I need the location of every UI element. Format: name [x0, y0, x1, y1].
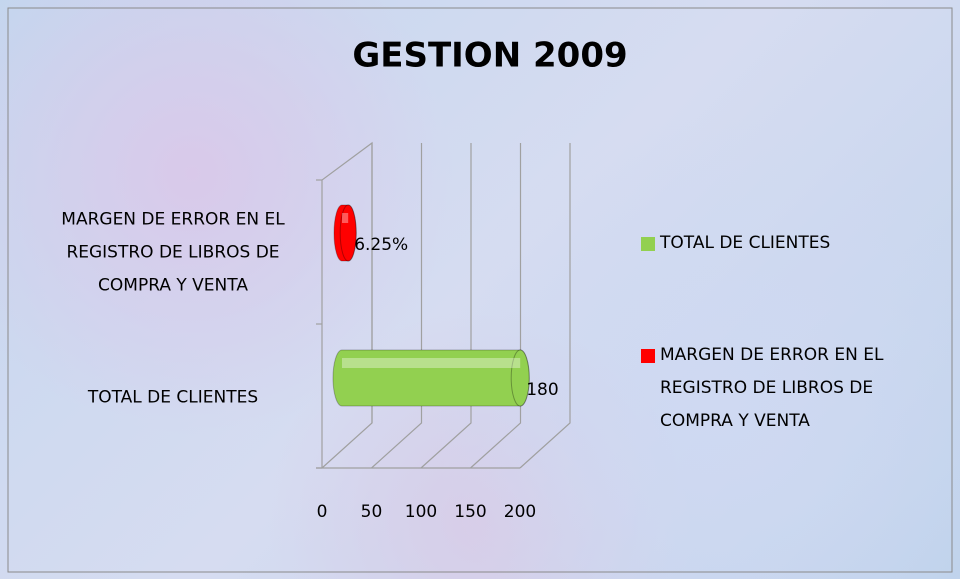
legend-label: MARGEN DE ERROR EN EL REGISTRO DE LIBROS… — [660, 345, 884, 431]
grid-line — [519, 143, 571, 469]
grid-line — [321, 143, 373, 469]
grid-line — [420, 143, 472, 469]
y-tick-label: MARGEN DE ERROR EN EL REGISTRO DE LIBROS… — [61, 209, 285, 296]
left-wall — [321, 141, 373, 468]
data-label: 6.25% — [354, 235, 408, 255]
legend-swatch — [641, 349, 655, 363]
x-tick-label: 200 — [504, 502, 536, 522]
grid-line — [470, 143, 522, 469]
data-label: 180 — [526, 380, 558, 400]
x-tick-label: 150 — [454, 502, 486, 522]
grid-line — [371, 143, 423, 469]
legend-swatch — [641, 237, 655, 251]
y-tick-label: TOTAL DE CLIENTES — [87, 387, 259, 408]
x-tick-label: 0 — [317, 502, 328, 522]
x-tick-label: 100 — [405, 502, 437, 522]
bar — [332, 349, 530, 407]
chart-title: GESTION 2009 — [352, 36, 627, 76]
x-tick-label: 50 — [361, 502, 383, 522]
legend-label: TOTAL DE CLIENTES — [660, 233, 831, 253]
bar — [333, 204, 357, 262]
chart-border — [7, 7, 953, 573]
